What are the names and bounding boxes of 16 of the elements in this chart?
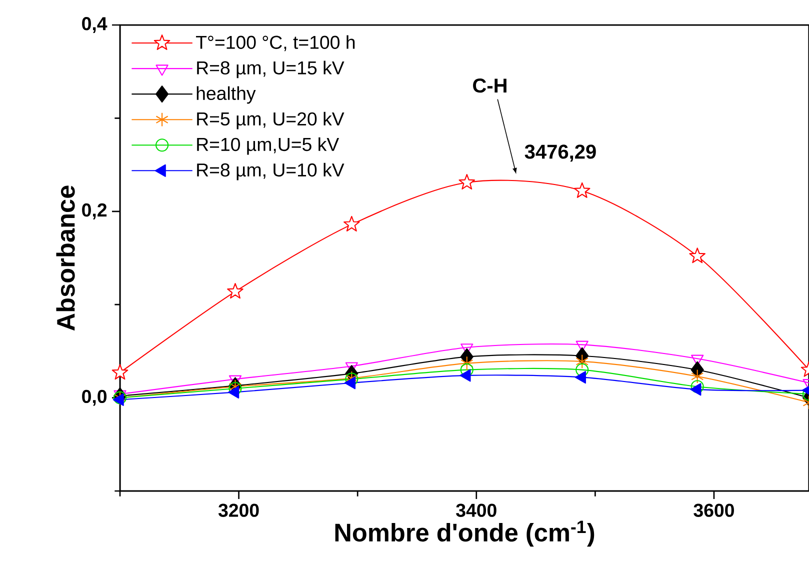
x-axis-title: Nombre d'onde (cm$^{-1}$) bbox=[335, 520, 594, 547]
legend-label: T°=100 °C, t=100 h bbox=[196, 35, 355, 52]
legend-label: healthy bbox=[196, 86, 256, 104]
annotation: 3476,29 bbox=[524, 144, 596, 162]
legend-label: R=5 µm, U=20 kV bbox=[197, 112, 344, 130]
x-tick-label: 3600 bbox=[694, 504, 734, 517]
x-tick-label: 3400 bbox=[456, 504, 496, 517]
legend-label: R=8 µm, U=15 kV bbox=[197, 60, 344, 78]
x-tick-label: 3200 bbox=[218, 504, 259, 517]
y-axis-title: Absorbance bbox=[56, 186, 75, 331]
annotation: C-H bbox=[473, 78, 506, 93]
y-tick-label: 0,0 bbox=[82, 390, 107, 406]
legend-label: R=10 µm,U=5 kV bbox=[197, 137, 340, 155]
y-tick-label: 0,2 bbox=[82, 203, 107, 220]
legend-label: R=8 µm, U=10 kV bbox=[197, 162, 344, 180]
y-tick-label: 0,4 bbox=[82, 17, 108, 33]
